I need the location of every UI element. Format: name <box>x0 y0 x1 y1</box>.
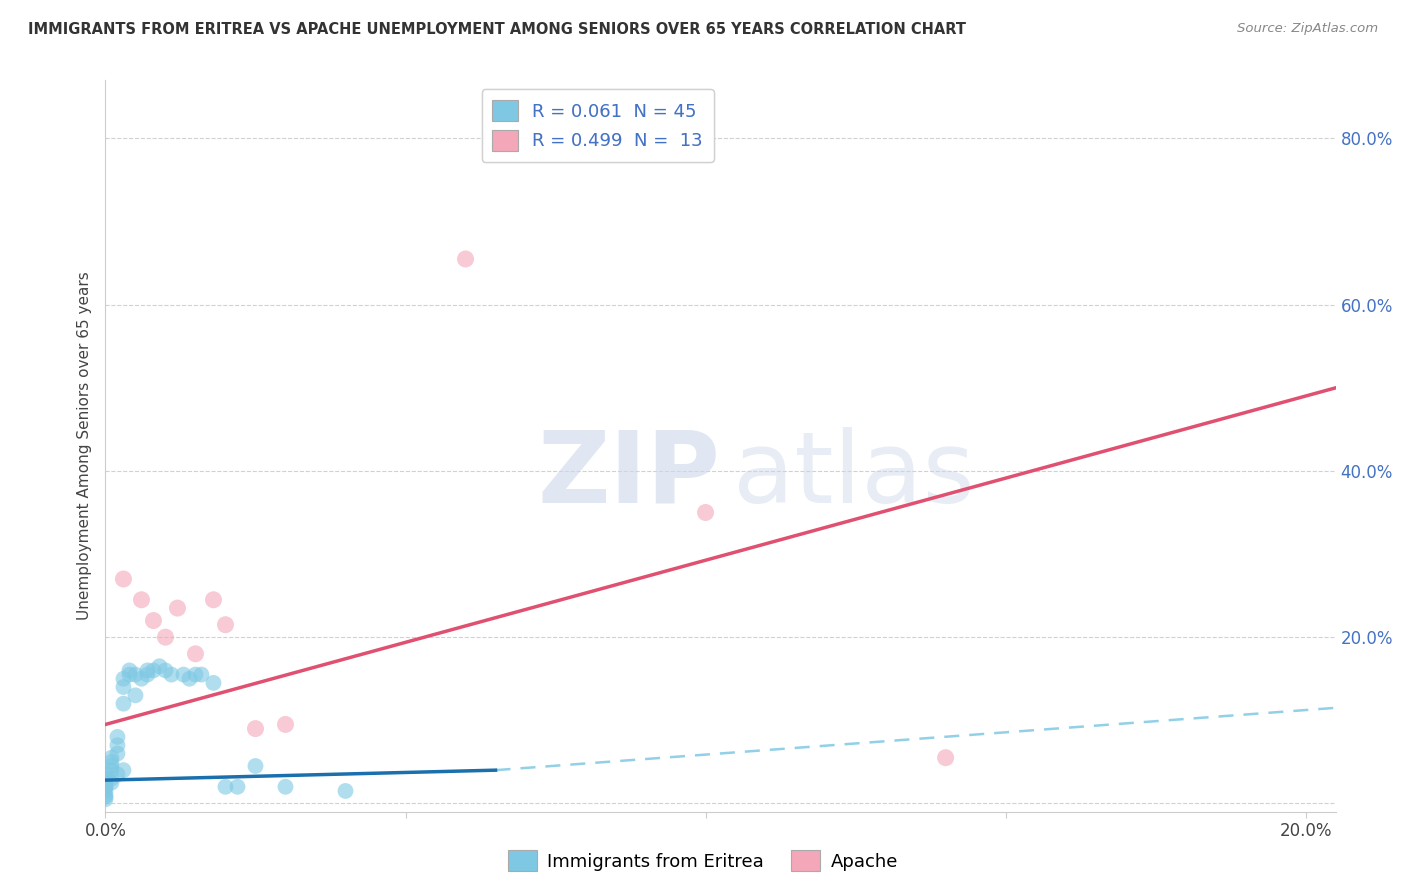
Point <box>202 676 225 690</box>
Point <box>142 664 165 678</box>
Point <box>335 784 357 798</box>
Point <box>245 759 267 773</box>
Point <box>94 788 117 802</box>
Point <box>136 664 159 678</box>
Point <box>190 667 212 681</box>
Point <box>100 772 122 786</box>
Point <box>118 664 141 678</box>
Legend: Immigrants from Eritrea, Apache: Immigrants from Eritrea, Apache <box>501 843 905 879</box>
Point <box>94 775 117 789</box>
Text: Source: ZipAtlas.com: Source: ZipAtlas.com <box>1237 22 1378 36</box>
Text: IMMIGRANTS FROM ERITREA VS APACHE UNEMPLOYMENT AMONG SENIORS OVER 65 YEARS CORRE: IMMIGRANTS FROM ERITREA VS APACHE UNEMPL… <box>28 22 966 37</box>
Point <box>160 667 183 681</box>
Point <box>94 792 117 806</box>
Y-axis label: Unemployment Among Seniors over 65 years: Unemployment Among Seniors over 65 years <box>77 272 93 620</box>
Point <box>112 763 135 777</box>
Point <box>142 614 165 628</box>
Point <box>100 750 122 764</box>
Point <box>124 667 146 681</box>
Point <box>274 717 297 731</box>
Point <box>107 747 129 761</box>
Point <box>184 667 207 681</box>
Text: atlas: atlas <box>733 426 974 524</box>
Point <box>172 667 194 681</box>
Point <box>107 767 129 781</box>
Point <box>155 664 177 678</box>
Text: ZIP: ZIP <box>537 426 721 524</box>
Point <box>112 572 135 586</box>
Point <box>112 697 135 711</box>
Point <box>214 617 236 632</box>
Point <box>100 775 122 789</box>
Point <box>100 759 122 773</box>
Point <box>935 750 957 764</box>
Point <box>695 506 717 520</box>
Point <box>94 767 117 781</box>
Point <box>274 780 297 794</box>
Point <box>94 784 117 798</box>
Point <box>214 780 236 794</box>
Point <box>100 763 122 777</box>
Point <box>94 780 117 794</box>
Point <box>94 789 117 804</box>
Point <box>202 592 225 607</box>
Legend: R = 0.061  N = 45, R = 0.499  N =  13: R = 0.061 N = 45, R = 0.499 N = 13 <box>481 89 714 161</box>
Point <box>112 672 135 686</box>
Point <box>245 722 267 736</box>
Point <box>131 672 153 686</box>
Point <box>94 772 117 786</box>
Point <box>131 592 153 607</box>
Point <box>166 601 188 615</box>
Point <box>124 689 146 703</box>
Point <box>136 667 159 681</box>
Point <box>184 647 207 661</box>
Point <box>107 730 129 744</box>
Point <box>155 630 177 644</box>
Point <box>118 667 141 681</box>
Point <box>112 680 135 694</box>
Point <box>94 775 117 789</box>
Point <box>226 780 249 794</box>
Point <box>107 738 129 752</box>
Point <box>94 780 117 794</box>
Point <box>179 672 201 686</box>
Point <box>100 755 122 769</box>
Point <box>148 659 170 673</box>
Point <box>454 252 477 266</box>
